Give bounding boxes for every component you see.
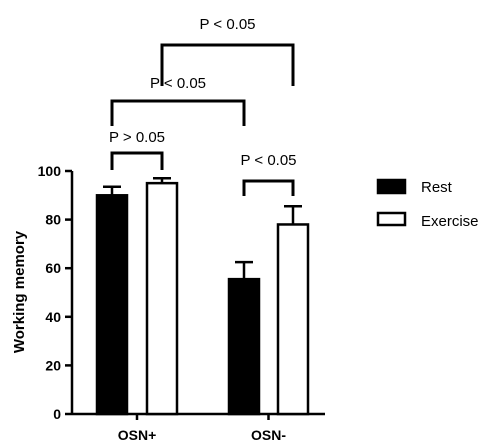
significance-label-2: P < 0.05 xyxy=(150,75,206,92)
legend-label-exercise: Exercise xyxy=(421,213,479,230)
significance-bracket-3 xyxy=(160,43,295,86)
significance-label-1: P < 0.05 xyxy=(240,152,296,169)
significance-bracket-0 xyxy=(110,151,164,170)
significance-label-3: P < 0.05 xyxy=(199,16,255,33)
category-label-0: OSN+ xyxy=(118,427,157,443)
legend-swatch-exercise xyxy=(376,211,407,227)
y-tick-label: 40 xyxy=(45,309,61,325)
bar-rest-OSN- xyxy=(227,277,261,416)
legend: Rest Exercise xyxy=(376,178,479,230)
significance-bracket-2 xyxy=(110,99,246,126)
y-tick-label: 0 xyxy=(53,406,61,422)
y-axis-title: Working memory xyxy=(11,230,28,353)
y-tick-label: 100 xyxy=(38,163,62,179)
significance-bracket-1 xyxy=(242,179,295,196)
legend-label-rest: Rest xyxy=(421,179,453,196)
bar-exercise-OSN+ xyxy=(145,181,179,416)
legend-swatch-rest xyxy=(376,178,407,195)
category-label-1: OSN- xyxy=(251,427,286,443)
y-tick-label: 80 xyxy=(45,212,61,228)
bar-exercise-OSN- xyxy=(276,223,310,416)
y-tick-label: 20 xyxy=(45,357,61,373)
significance-label-0: P > 0.05 xyxy=(109,129,165,146)
y-tick-label: 60 xyxy=(45,260,61,276)
bar-rest-OSN+ xyxy=(95,194,129,416)
